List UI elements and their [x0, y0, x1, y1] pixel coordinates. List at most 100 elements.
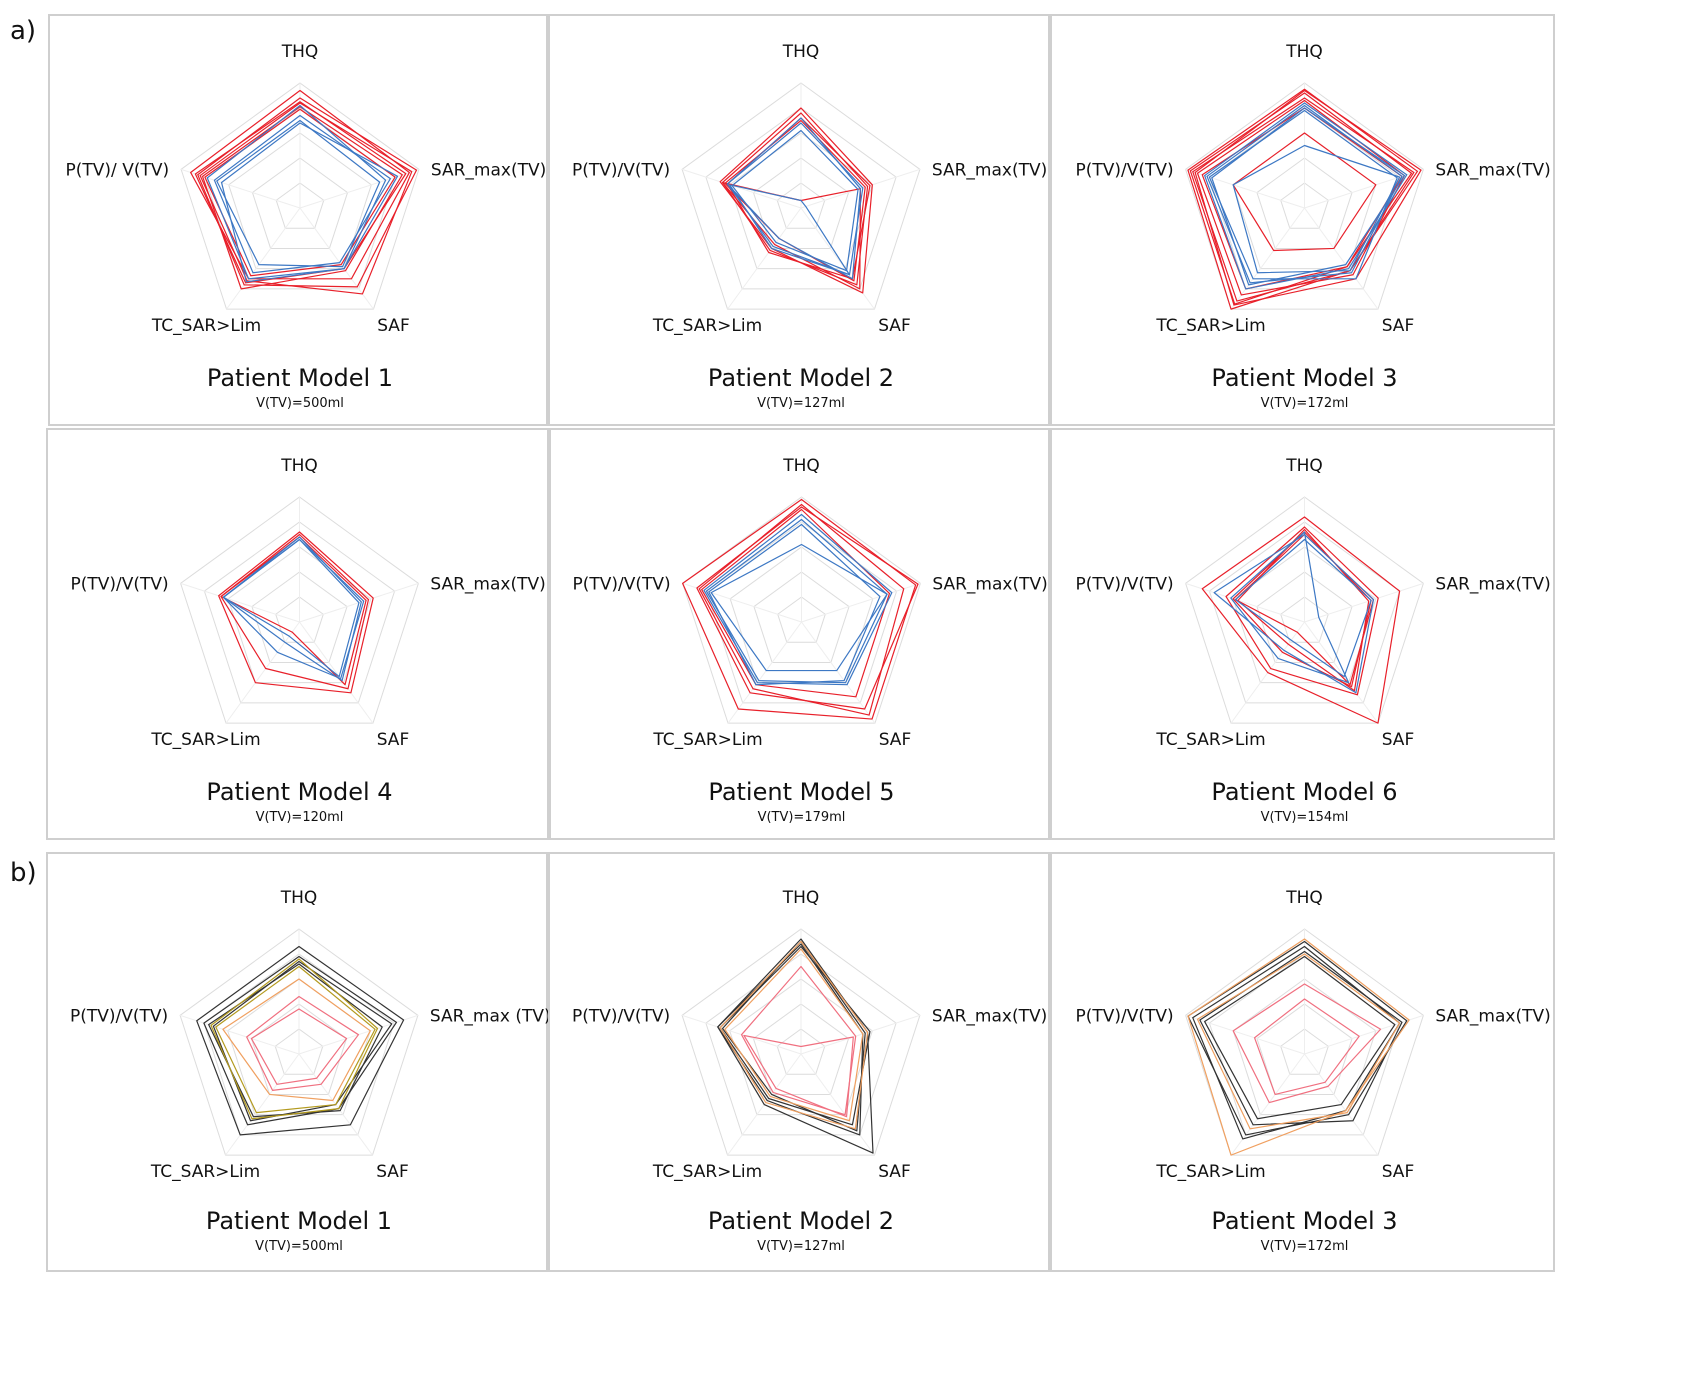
axis-label: P(TV)/V(TV): [1075, 574, 1173, 594]
radar-series: [719, 107, 873, 294]
axis-label: SAF: [1382, 1162, 1415, 1182]
radar-spoke: [299, 621, 374, 724]
radar-grid-ring: [1256, 157, 1353, 249]
radar-series: [1196, 99, 1405, 296]
radar-series: [1208, 109, 1398, 280]
axis-label: SAR_max(TV): [1435, 160, 1550, 180]
radar-grid-ring: [1208, 521, 1401, 704]
radar-series: [729, 184, 851, 276]
radar-grid-ring: [1256, 1003, 1353, 1095]
axis-label: P(TV)/V(TV): [1075, 1006, 1173, 1026]
radar-series: [708, 523, 881, 686]
radar-series: [196, 945, 405, 1136]
radar-spoke: [727, 207, 802, 310]
axis-label: THQ: [782, 888, 820, 908]
radar-series: [210, 958, 379, 1120]
radar-chart: THQ SAR_max(TV) SAF TC_SAR>Lim P(TV)/V(TV) Pa…: [572, 888, 1047, 1254]
axis-label: TC_SAR>Lim: [1155, 1162, 1265, 1182]
axis-label: THQ: [281, 42, 319, 62]
radar-series: [705, 518, 888, 684]
radar-grid-ring: [705, 953, 897, 1136]
radar-series: [698, 503, 905, 716]
radar-series: [710, 543, 888, 672]
radar-series: [721, 112, 869, 286]
axis-label: SAF: [1382, 730, 1415, 750]
radar-spoke: [225, 1053, 300, 1156]
axis-label: TC_SAR>Lim: [151, 316, 261, 336]
axis-label: THQ: [280, 888, 318, 908]
radar-grid-ring: [753, 571, 850, 663]
radar-series: [1232, 983, 1382, 1104]
radar-grid-ring: [180, 82, 420, 310]
radar-series: [216, 119, 381, 268]
panel-subtitle: V(TV)=500ml: [255, 1239, 343, 1254]
axis-label: SAF: [878, 1162, 911, 1182]
radar-spoke: [800, 1053, 875, 1156]
axis-label: THQ: [1285, 888, 1323, 908]
panel-title: Patient Model 2: [708, 364, 894, 392]
radar-spoke: [180, 582, 300, 623]
radar-grid-ring: [752, 1003, 850, 1095]
radar-series: [703, 513, 893, 686]
radar-grid-ring: [681, 82, 921, 310]
radar-panel: THQ SAR_max(TV) SAF TC_SAR>Lim P(TV)/V(TV) Pa…: [548, 852, 1050, 1272]
radar-spoke: [299, 207, 374, 310]
radar-chart: THQ SAR_max(TV) SAF TC_SAR>Lim P(TV)/V(TV) Pa…: [1075, 42, 1550, 411]
axis-label: P(TV)/V(TV): [572, 160, 670, 180]
radar-series: [721, 181, 862, 290]
radar-spoke: [682, 582, 802, 623]
radar-panel: THQ SAR_max(TV) SAF TC_SAR>Lim P(TV)/ V(TV) P…: [48, 14, 548, 426]
panel-subtitle: V(TV)=172ml: [1261, 396, 1349, 411]
radar-series: [740, 965, 857, 1116]
radar-series: [246, 995, 360, 1092]
panel-title: Patient Model 3: [1211, 364, 1397, 392]
radar-grid-ring: [250, 1003, 348, 1095]
axis-label: THQ: [280, 456, 318, 476]
radar-grid-ring: [1185, 496, 1424, 724]
radar-spoke: [681, 168, 802, 209]
radar-panel: THQ SAR_max(TV) SAF TC_SAR>Lim P(TV)/V(TV) Pa…: [549, 428, 1050, 840]
radar-series: [1192, 97, 1415, 302]
axis-label: P(TV)/V(TV): [572, 574, 670, 594]
radar-series: [1196, 953, 1401, 1130]
radar-spoke: [299, 168, 420, 209]
radar-spoke: [1304, 1014, 1424, 1055]
radar-grid-ring: [776, 182, 826, 229]
radar-chart: THQ SAR_max (TV) SAF TC_SAR>Lim P(TV)/V(TV) P…: [70, 888, 550, 1254]
axis-label: SAF: [376, 1162, 409, 1182]
radar-series: [726, 117, 862, 280]
radar-grid-ring: [179, 928, 419, 1156]
radar-grid-ring: [1232, 978, 1377, 1116]
axis-label: P(TV)/V(TV): [572, 1006, 670, 1026]
axis-label: TC_SAR>Lim: [1155, 730, 1265, 750]
radar-series: [213, 114, 391, 274]
axis-label: SAR_max(TV): [1435, 1006, 1550, 1026]
radar-series: [1232, 132, 1377, 252]
radar-spoke: [1304, 207, 1379, 310]
radar-spoke: [800, 1014, 921, 1055]
radar-grid-ring: [274, 1028, 324, 1075]
axis-label: THQ: [1285, 42, 1323, 62]
radar-spoke: [226, 207, 301, 310]
axis-label: SAR_max (TV): [430, 1006, 550, 1026]
axis-label: THQ: [782, 42, 820, 62]
radar-series: [1232, 144, 1401, 274]
radar-series: [1187, 938, 1410, 1156]
radar-chart: THQ SAR_max(TV) SAF TC_SAR>Lim P(TV)/V(TV) Pa…: [572, 456, 1047, 825]
radar-panel: THQ SAR_max(TV) SAF TC_SAR>Lim P(TV)/V(TV) Pa…: [1050, 428, 1555, 840]
axis-label: SAF: [1382, 316, 1415, 336]
radar-grid-ring: [1280, 596, 1329, 643]
radar-series: [203, 955, 398, 1126]
radar-series: [1206, 104, 1403, 284]
panel-title: Patient Model 6: [1211, 778, 1397, 806]
axis-label: SAR_max(TV): [932, 1006, 1047, 1026]
axis-label: SAF: [879, 730, 912, 750]
radar-series: [1201, 516, 1401, 724]
radar-grid-ring: [251, 157, 349, 249]
radar-grid-ring: [275, 182, 325, 229]
radar-spoke: [1304, 582, 1424, 623]
radar-series: [199, 102, 413, 295]
radar-series: [1189, 92, 1413, 305]
radar-chart: THQ SAR_max(TV) SAF TC_SAR>Lim P(TV)/V(TV) Pa…: [1075, 456, 1550, 825]
axis-label: TC_SAR>Lim: [652, 1162, 762, 1182]
